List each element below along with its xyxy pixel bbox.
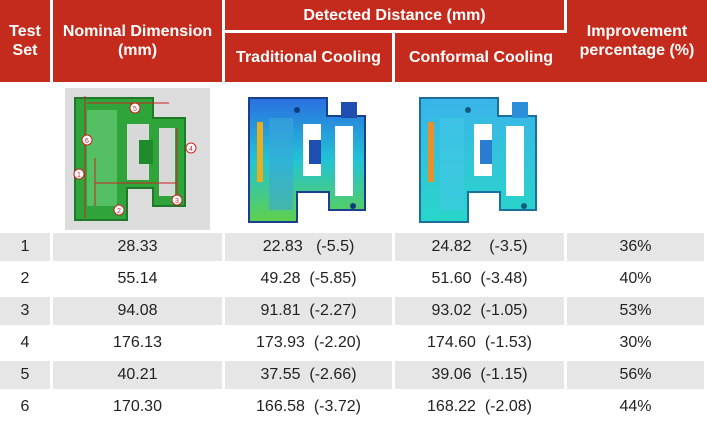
nominal-part-image: 6 1 2 3 4 5 [65, 88, 210, 230]
cell-nominal: 40.21 [53, 361, 225, 393]
cell-nominal: 176.13 [53, 329, 225, 361]
cell-conformal: 93.02 (-1.05) [395, 297, 567, 329]
cell-set: 3 [0, 297, 53, 329]
cell-nominal: 55.14 [53, 265, 225, 297]
cell-improvement: 36% [567, 233, 707, 265]
table-row: 1 28.33 22.83 (-5.5) 24.82 (-3.5) 36% [0, 233, 707, 265]
image-spacer [0, 85, 53, 233]
cell-traditional: 166.58 (-3.72) [225, 393, 395, 425]
table-row: 6 170.30 166.58 (-3.72) 168.22 (-2.08) 4… [0, 393, 707, 425]
cell-conformal: 24.82 (-3.5) [395, 233, 567, 265]
marker-3-label: 3 [175, 198, 179, 205]
header-conformal-cooling: Conformal Cooling [395, 33, 567, 85]
traditional-part-image-cell [225, 85, 395, 233]
cell-traditional: 49.28 (-5.85) [225, 265, 395, 297]
table-row: 5 40.21 37.55 (-2.66) 39.06 (-1.15) 56% [0, 361, 707, 393]
nominal-part-image-cell: 6 1 2 3 4 5 [53, 85, 225, 233]
cell-conformal: 51.60 (-3.48) [395, 265, 567, 297]
header-test-set: Test Set [0, 0, 53, 85]
cell-improvement: 56% [567, 361, 707, 393]
cell-traditional: 91.81 (-2.27) [225, 297, 395, 329]
header-nominal-dimension: Nominal Dimension (mm) [53, 0, 225, 85]
cell-traditional: 37.55 (-2.66) [225, 361, 395, 393]
conformal-part-image-cell [395, 85, 567, 233]
marker-2-label: 2 [117, 208, 121, 215]
cell-improvement: 44% [567, 393, 707, 425]
cell-set: 1 [0, 233, 53, 265]
cell-traditional: 173.93 (-2.20) [225, 329, 395, 361]
table-row: 2 55.14 49.28 (-5.85) 51.60 (-3.48) 40% [0, 265, 707, 297]
cell-improvement: 40% [567, 265, 707, 297]
cell-improvement: 30% [567, 329, 707, 361]
marker-6-label: 6 [85, 138, 89, 145]
cell-nominal: 94.08 [53, 297, 225, 329]
cell-traditional: 22.83 (-5.5) [225, 233, 395, 265]
cell-set: 5 [0, 361, 53, 393]
table-row: 4 176.13 173.93 (-2.20) 174.60 (-1.53) 3… [0, 329, 707, 361]
cell-improvement: 53% [567, 297, 707, 329]
cell-nominal: 28.33 [53, 233, 225, 265]
marker-5-label: 5 [133, 106, 137, 113]
cell-set: 2 [0, 265, 53, 297]
marker-1-label: 1 [77, 172, 81, 179]
cell-nominal: 170.30 [53, 393, 225, 425]
header-improvement: Improvement percentage (%) [567, 0, 707, 85]
cell-set: 4 [0, 329, 53, 361]
marker-4-label: 4 [189, 146, 193, 153]
header-detected-distance: Detected Distance (mm) [225, 0, 567, 33]
header-traditional-cooling: Traditional Cooling [225, 33, 395, 85]
image-spacer-right [567, 85, 707, 233]
table-row: 3 94.08 91.81 (-2.27) 93.02 (-1.05) 53% [0, 297, 707, 329]
traditional-part-image [247, 97, 366, 223]
cell-set: 6 [0, 393, 53, 425]
cell-conformal: 174.60 (-1.53) [395, 329, 567, 361]
conformal-part-image [418, 97, 537, 223]
cell-conformal: 168.22 (-2.08) [395, 393, 567, 425]
cell-conformal: 39.06 (-1.15) [395, 361, 567, 393]
